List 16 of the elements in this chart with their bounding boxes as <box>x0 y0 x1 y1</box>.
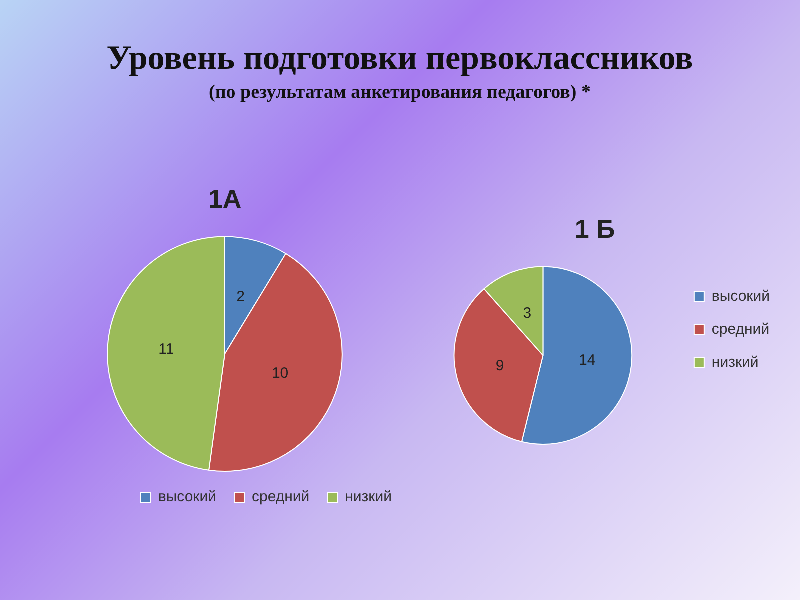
legend-label: высокий <box>158 488 217 506</box>
data-label: 3 <box>523 305 532 322</box>
data-label: 11 <box>158 341 174 358</box>
data-label: 10 <box>272 364 289 382</box>
data-label: 14 <box>578 352 596 370</box>
data-label: 2 <box>236 288 246 306</box>
data-label: 9 <box>496 357 504 374</box>
legend-label: низкий <box>712 354 759 372</box>
legend-label: средний <box>712 321 770 338</box>
text: (по результатам анкетирования педагогов) * <box>208 82 592 104</box>
chart-title: 1 Б <box>574 214 616 244</box>
chart-title: 1А <box>208 184 242 214</box>
text: Уровень подготовки первоклассников <box>106 40 694 78</box>
legend-label: высокий <box>712 288 770 306</box>
legend-label: средний <box>252 488 310 506</box>
legend-label: низкий <box>345 488 392 506</box>
